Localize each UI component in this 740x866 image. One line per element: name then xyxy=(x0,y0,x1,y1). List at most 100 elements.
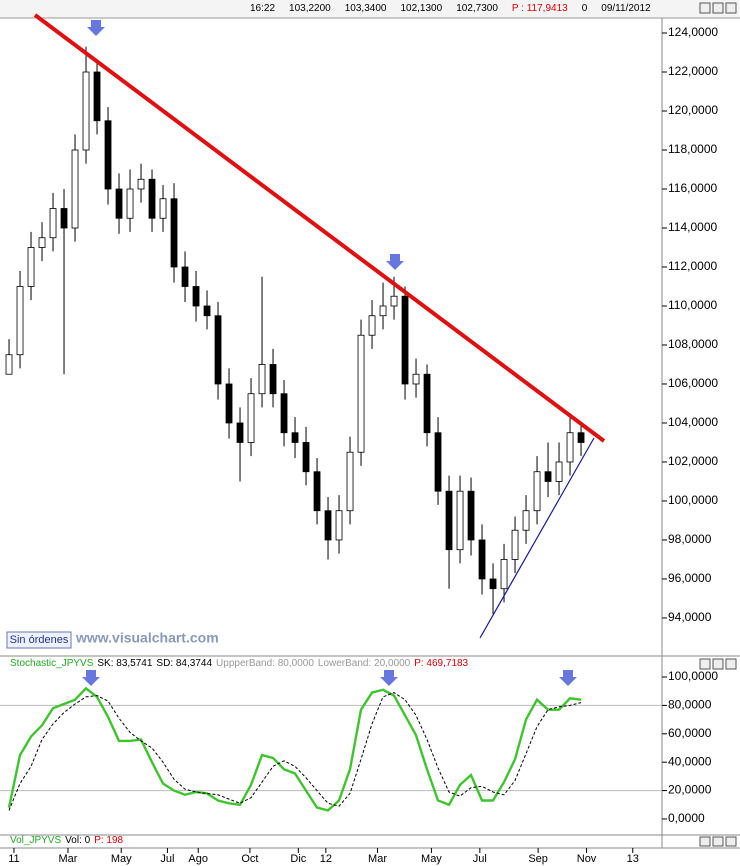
button[interactable] xyxy=(699,836,711,847)
y-tick-label: 94,0000 xyxy=(668,610,712,624)
button[interactable] xyxy=(725,836,737,847)
badge-box[interactable] xyxy=(6,631,72,649)
button[interactable] xyxy=(725,2,737,14)
y-tick-label: 124,0000 xyxy=(668,25,718,39)
x-tick-label: Mar xyxy=(368,853,387,865)
button[interactable] xyxy=(699,2,711,14)
quote-field: 102,1300 xyxy=(400,3,443,14)
x-tick-label: May xyxy=(111,853,132,865)
candle-body xyxy=(357,334,365,453)
volume-p: P: 198 xyxy=(94,835,124,846)
y-tick-label: 102,0000 xyxy=(668,454,718,468)
y-tick-label: 110,0000 xyxy=(668,298,717,312)
volume-value: Vol: 0 xyxy=(65,835,91,846)
candle-body xyxy=(544,471,552,482)
x-tick-label: Nov xyxy=(577,853,597,865)
badge[interactable]: Sin órdenes xyxy=(10,634,69,646)
sk-line xyxy=(7,686,582,812)
candle-body xyxy=(181,266,189,287)
lower-band-label: LowerBand: 20,0000 xyxy=(317,658,411,669)
candle-body xyxy=(247,393,255,443)
sk-label: SK: 83,5741 xyxy=(97,658,153,669)
button[interactable] xyxy=(699,658,711,670)
candle-body xyxy=(38,237,46,248)
button[interactable] xyxy=(725,658,737,670)
y-tick-label: 118,0000 xyxy=(668,142,717,156)
candle-body xyxy=(478,539,486,580)
volume-name: Vol_JPYVS xyxy=(10,835,62,846)
quote-field: 09/11/2012 xyxy=(601,3,651,14)
candle-body xyxy=(192,286,200,307)
y-tick-label: 20,0000 xyxy=(668,783,712,797)
candle-body xyxy=(280,393,288,434)
candle-body xyxy=(566,432,574,463)
candle-body xyxy=(577,432,585,443)
x-tick-label: Ago xyxy=(188,853,208,865)
y-tick-label: 108,0000 xyxy=(668,337,718,351)
x-tick-label: 11 xyxy=(8,853,19,865)
candle-body xyxy=(324,510,332,541)
stochastic-header: Stochastic_JPYVS SK: 83,5741 SD: 84,3744 Up… xyxy=(10,657,472,671)
arrow xyxy=(559,670,577,686)
p-label: P: 469,7183 xyxy=(414,658,469,669)
y-tick-label: 40,0000 xyxy=(668,754,712,768)
candle-body xyxy=(225,383,233,424)
x-tick-label: Sep xyxy=(528,853,548,865)
candle-body xyxy=(5,354,13,375)
candle-body xyxy=(16,286,24,356)
y-tick-label: 122,0000 xyxy=(668,64,718,78)
quote-field: 102,7300 xyxy=(456,3,498,14)
candle-body xyxy=(93,71,101,122)
candle-body xyxy=(82,71,90,151)
x-tick-label: May xyxy=(421,853,442,865)
watermark: www.visualchart.com xyxy=(75,630,219,646)
candle-body xyxy=(511,529,519,560)
candle-body xyxy=(489,578,497,590)
candle-body xyxy=(71,149,79,229)
candle-body xyxy=(423,373,431,434)
candle-body xyxy=(269,364,277,395)
candle-body xyxy=(170,198,178,268)
y-tick-label: 106,0000 xyxy=(668,376,718,390)
x-tick-label: 12 xyxy=(320,853,332,865)
candle-body xyxy=(467,490,475,541)
candle-body xyxy=(126,188,134,219)
candle-body xyxy=(346,451,354,512)
candle-body xyxy=(401,295,409,385)
button[interactable] xyxy=(712,836,724,847)
upper-band-label: UppperBand: 80,0000 xyxy=(216,658,314,669)
header-bar xyxy=(0,0,740,18)
candle-body xyxy=(445,490,453,551)
arrow xyxy=(386,254,404,270)
candle-body xyxy=(148,178,156,219)
candle-body xyxy=(555,461,563,482)
arrow xyxy=(380,670,398,686)
candle-body xyxy=(522,510,530,531)
candle-body xyxy=(368,315,376,336)
arrow xyxy=(82,670,100,686)
y-tick-label: 100,0000 xyxy=(668,493,718,507)
candle-body xyxy=(27,247,35,287)
candle-body xyxy=(236,422,244,443)
y-tick-label: 98,0000 xyxy=(668,532,712,546)
y-tick-label: 120,0000 xyxy=(668,103,718,117)
candle-body xyxy=(159,198,167,219)
button[interactable] xyxy=(712,658,724,670)
resistance-trendline xyxy=(33,13,606,443)
candle-body xyxy=(203,305,211,317)
candle-body xyxy=(258,364,266,395)
x-tick-label: Jul xyxy=(160,853,174,865)
x-tick-label: Dic xyxy=(290,853,306,865)
candle-body xyxy=(104,120,112,190)
indicator-name: Stochastic_JPYVS xyxy=(10,658,94,669)
candle-body xyxy=(313,471,321,512)
quote-header: 16:22 103,2200 103,3400 102,1300 102,7300 P :… xyxy=(250,2,665,16)
y-tick-label: 116,0000 xyxy=(668,181,717,195)
button[interactable] xyxy=(712,2,724,14)
panel-buttons xyxy=(699,2,737,847)
y-tick-label: 100,0000 xyxy=(668,669,718,683)
quote-field: 0 xyxy=(581,3,588,14)
candle-body xyxy=(115,188,123,219)
